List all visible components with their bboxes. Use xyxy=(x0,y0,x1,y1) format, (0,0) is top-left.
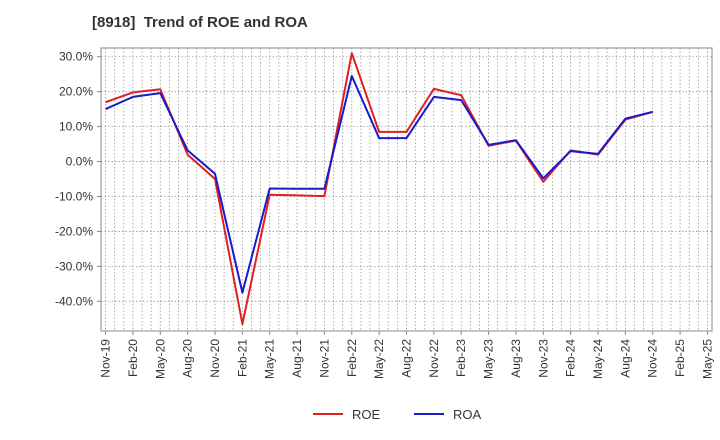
x-tick-label: Aug-21 xyxy=(290,339,304,378)
x-tick-label: Feb-24 xyxy=(564,339,578,377)
x-tick-label: Feb-22 xyxy=(345,339,359,377)
x-tick-label: Aug-22 xyxy=(400,339,414,378)
x-tick-label: May-24 xyxy=(591,339,605,379)
y-tick-label: 0.0% xyxy=(66,155,94,169)
x-tick-label: May-22 xyxy=(372,339,386,379)
chart-title: [8918] Trend of ROE and ROA xyxy=(92,14,308,31)
y-tick-label: 10.0% xyxy=(59,120,93,134)
x-tick-label: Aug-20 xyxy=(181,339,195,378)
x-tick-label: Aug-24 xyxy=(618,339,632,378)
x-tick-label: Aug-23 xyxy=(509,339,523,378)
x-tick-label: Feb-20 xyxy=(126,339,140,377)
y-tick-label: 30.0% xyxy=(59,50,93,64)
x-tick-label: May-20 xyxy=(153,339,167,379)
y-tick-label: -40.0% xyxy=(55,294,93,308)
gridlines xyxy=(101,48,712,331)
x-tick-label: Nov-22 xyxy=(427,339,441,378)
x-tick-label: Nov-21 xyxy=(317,339,331,378)
legend-label-roe: ROE xyxy=(352,407,381,422)
y-tick-label: -30.0% xyxy=(55,259,93,273)
x-tick-label: May-25 xyxy=(700,339,714,379)
x-tick-label: Nov-19 xyxy=(99,339,113,378)
x-tick-label: Nov-24 xyxy=(646,339,660,378)
x-tick-label: Feb-21 xyxy=(235,339,249,377)
x-tick-label: May-23 xyxy=(482,339,496,379)
x-tick-label: Nov-20 xyxy=(208,339,222,378)
y-tick-label: -20.0% xyxy=(55,224,93,238)
x-tick-label: Feb-25 xyxy=(673,339,687,377)
legend: ROE ROA xyxy=(313,407,482,422)
y-tick-label: 20.0% xyxy=(59,85,93,99)
x-tick-label: Nov-23 xyxy=(536,339,550,378)
x-tick-label: May-21 xyxy=(263,339,277,379)
x-tick-label: Feb-23 xyxy=(454,339,468,377)
legend-label-roa: ROA xyxy=(453,407,482,422)
y-tick-label: -10.0% xyxy=(55,189,93,203)
series-line-roa xyxy=(105,75,653,294)
